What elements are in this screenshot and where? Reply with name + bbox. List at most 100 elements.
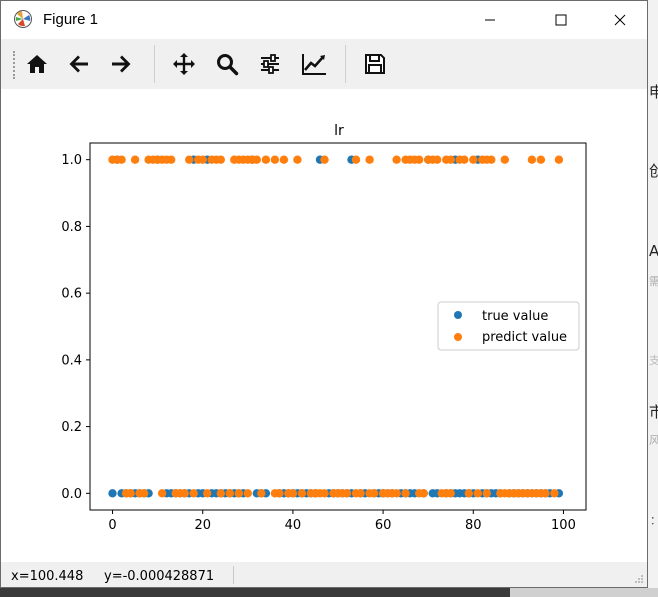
data-point <box>180 489 189 498</box>
axes-frame <box>89 142 587 511</box>
configure-subplots-button[interactable] <box>254 48 286 80</box>
data-point <box>365 155 374 164</box>
data-point <box>243 489 252 498</box>
data-point <box>297 489 307 498</box>
data-point <box>419 489 428 498</box>
data-point <box>108 489 117 498</box>
chart-title: lr <box>334 123 344 139</box>
edit-axis-button[interactable] <box>298 48 330 80</box>
forward-arrow-icon <box>112 55 131 73</box>
zoom-icon <box>217 54 239 76</box>
edit-axis-icon <box>302 54 326 75</box>
y-tick-label: 1.0 <box>61 153 82 168</box>
data-point <box>167 155 176 164</box>
data-point <box>288 489 298 498</box>
title-bar: Figure 1 <box>1 1 647 39</box>
data-point <box>252 155 261 164</box>
maximize-icon <box>555 14 567 26</box>
background-taskbar-edge <box>0 588 658 597</box>
status-divider <box>233 566 234 584</box>
data-point <box>270 155 280 164</box>
data-point <box>117 155 126 164</box>
data-point <box>351 155 361 164</box>
data-point <box>216 155 225 164</box>
data-point <box>527 155 537 164</box>
data-point <box>257 489 266 498</box>
save-icon <box>365 54 385 74</box>
data-point <box>401 489 410 498</box>
close-icon <box>614 14 626 26</box>
data-point <box>433 155 442 164</box>
home-icon <box>27 55 47 73</box>
data-point <box>554 155 564 164</box>
data-point <box>446 155 455 164</box>
zoom-button[interactable] <box>211 48 243 80</box>
y-tick-label: 0.6 <box>61 287 82 302</box>
x-tick-label: 100 <box>551 518 576 533</box>
x-tick-label: 80 <box>465 518 482 533</box>
data-point <box>126 489 135 498</box>
toolbar-grip[interactable] <box>13 51 18 79</box>
data-point <box>415 155 424 164</box>
save-button[interactable] <box>359 48 391 80</box>
figure-window: Figure 1 <box>0 0 648 588</box>
data-point <box>189 489 198 498</box>
toolbar-separator <box>345 45 346 83</box>
data-point <box>198 155 207 164</box>
toolbar-separator <box>154 45 155 83</box>
data-point <box>320 155 329 164</box>
data-point <box>446 489 455 498</box>
home-button[interactable] <box>21 48 53 80</box>
x-tick-label: 0 <box>108 518 116 533</box>
status-bar: x=100.448 y=-0.000428871 <box>1 562 647 587</box>
legend-label-predict-value: predict value <box>482 330 567 345</box>
back-button[interactable] <box>63 48 95 80</box>
data-point <box>216 489 225 498</box>
configure-subplots-icon <box>261 54 279 74</box>
data-point <box>469 155 478 164</box>
background-window-edge <box>648 0 658 597</box>
y-tick-label: 0.0 <box>61 487 82 502</box>
data-point <box>293 155 302 164</box>
legend-box <box>437 301 580 351</box>
minimize-button[interactable] <box>467 1 513 39</box>
minimize-icon <box>485 19 495 21</box>
y-tick-label: 0.4 <box>61 353 82 368</box>
data-point <box>369 489 379 498</box>
y-axis: 0.0 0.2 0.4 0.6 0.8 1.0 <box>61 153 90 502</box>
data-point <box>225 489 234 498</box>
legend-marker-predict-value <box>454 333 462 341</box>
data-point <box>500 155 509 164</box>
resize-grip-icon[interactable] <box>634 574 644 584</box>
data-point <box>550 489 559 498</box>
data-point <box>157 489 167 498</box>
navigation-toolbar <box>1 39 647 90</box>
predict-value-series <box>108 155 564 498</box>
data-point <box>130 155 140 164</box>
back-arrow-icon <box>69 55 88 73</box>
x-tick-label: 60 <box>375 518 392 533</box>
matplotlib-app-icon <box>14 10 32 28</box>
data-point <box>392 489 401 498</box>
data-point <box>464 489 473 498</box>
x-axis: 0 20 40 60 80 100 <box>108 510 576 533</box>
data-point <box>487 155 496 164</box>
data-point <box>392 155 401 164</box>
maximize-button[interactable] <box>538 1 584 39</box>
data-point <box>320 489 329 498</box>
y-tick-label: 0.2 <box>61 420 82 435</box>
pan-icon <box>173 53 195 75</box>
pan-button[interactable] <box>168 48 200 80</box>
close-button[interactable] <box>597 1 643 39</box>
data-point <box>275 489 284 498</box>
y-tick-label: 0.8 <box>61 220 82 235</box>
data-point <box>541 489 550 498</box>
cursor-coordinates: x=100.448 y=-0.000428871 <box>11 569 215 584</box>
data-point <box>234 489 243 498</box>
scatter-plot[interactable]: lr 0 20 40 60 80 100 0.0 0.2 0.4 0.6 0.8 1.0 true … <box>1 89 647 562</box>
data-point <box>482 489 491 498</box>
figure-canvas[interactable]: lr 0 20 40 60 80 100 0.0 0.2 0.4 0.6 0.8 1.0 true … <box>1 89 647 562</box>
data-point <box>261 155 271 164</box>
data-point <box>536 155 546 164</box>
forward-button[interactable] <box>105 48 137 80</box>
